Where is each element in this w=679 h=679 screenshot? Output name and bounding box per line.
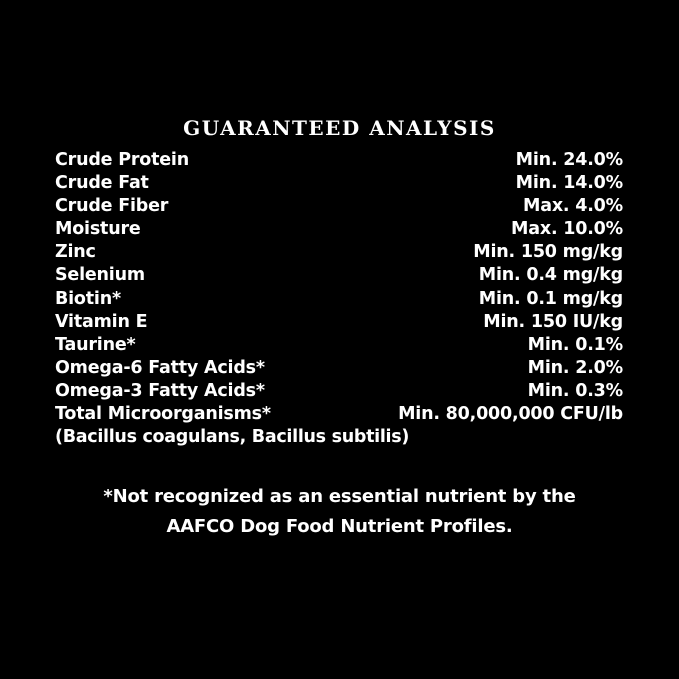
nutrient-name: Zinc [55,242,96,263]
nutrient-name: Omega-3 Fatty Acids* [55,380,265,401]
table-row: Vitamin E Min. 150 IU/kg [55,311,623,334]
nutrient-value: Max. 4.0% [523,196,623,217]
nutrient-value: Min. 80,000,000 CFU/lb [398,404,623,425]
page-title: GUARANTEED ANALYSIS [183,116,496,140]
nutrient-name: Moisture [55,219,141,240]
nutrient-value: Min. 0.1% [527,334,624,355]
nutrient-value: Min. 0.3% [527,380,624,401]
microorganisms-note: (Bacillus coagulans, Bacillus subtilis) [55,427,410,448]
nutrient-name: Selenium [55,265,145,286]
nutrient-value: Max. 10.0% [511,219,623,240]
table-row: Biotin* Min. 0.1 mg/kg [55,288,623,311]
table-row: Crude Protein Min. 24.0% [55,149,623,172]
table-row: Omega-3 Fatty Acids* Min. 0.3% [55,380,623,403]
nutrient-value: Min. 2.0% [527,357,624,378]
table-row: Selenium Min. 0.4 mg/kg [55,264,623,287]
nutrient-name: Taurine* [55,334,136,355]
table-row: Taurine* Min. 0.1% [55,334,623,357]
nutrient-value: Min. 150 mg/kg [473,242,623,263]
footnote-line-1: *Not recognized as an essential nutrient… [103,486,576,507]
footnote-line-2: AAFCO Dog Food Nutrient Profiles. [166,516,513,537]
footnote: *Not recognized as an essential nutrient… [0,482,679,542]
nutrient-name: Omega-6 Fatty Acids* [55,357,265,378]
nutrient-value: Min. 0.1 mg/kg [478,288,623,309]
analysis-table: Crude Protein Min. 24.0% Crude Fat Min. 14.… [55,149,623,449]
table-row: Zinc Min. 150 mg/kg [55,241,623,264]
table-row: Total Microorganisms* Min. 80,000,000 CFU… [55,403,623,426]
nutrient-name: Vitamin E [55,311,148,332]
nutrient-value: Min. 0.4 mg/kg [478,265,623,286]
nutrient-name: Crude Fat [55,173,149,194]
nutrient-value: Min. 14.0% [515,173,624,194]
nutrient-value: Min. 150 IU/kg [483,311,623,332]
nutrient-name: Crude Fiber [55,196,169,217]
nutrient-name: Total Microorganisms* [55,404,271,425]
nutrient-name: Crude Protein [55,150,189,170]
table-row: Crude Fat Min. 14.0% [55,172,623,195]
nutrient-name: Biotin* [55,288,121,309]
table-row: Crude Fiber Max. 4.0% [55,195,623,218]
nutrient-value: Min. 24.0% [515,150,624,170]
table-row: Omega-6 Fatty Acids* Min. 2.0% [55,357,623,380]
table-row: Moisture Max. 10.0% [55,218,623,241]
